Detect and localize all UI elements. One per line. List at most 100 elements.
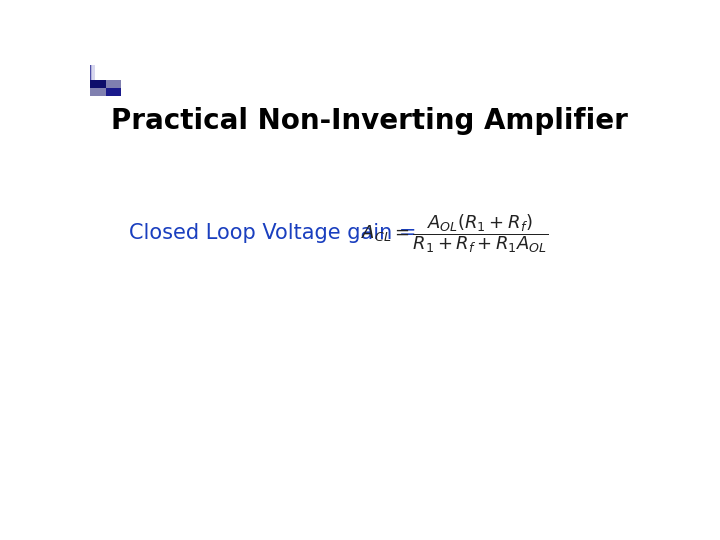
Bar (90, 65, 93, 96)
Bar (91, 65, 94, 96)
Bar (91, 65, 94, 96)
Bar (90, 65, 93, 96)
Bar (91, 65, 94, 96)
Bar (91, 65, 94, 96)
Bar (91, 65, 94, 96)
Bar (91, 65, 94, 96)
Bar (91, 65, 94, 96)
Bar (91, 65, 95, 96)
Bar (91, 65, 94, 96)
Bar (91, 65, 94, 96)
Bar (91, 65, 94, 96)
Bar (91, 65, 94, 96)
Bar (91, 65, 94, 96)
Bar (90, 65, 94, 96)
Bar (90, 65, 94, 96)
Bar (90, 65, 94, 96)
Bar (90, 65, 93, 96)
Bar (91, 65, 94, 96)
Bar (91, 65, 94, 96)
Bar (91, 65, 94, 96)
Bar (91, 65, 94, 96)
Bar (91, 65, 94, 96)
Bar (92, 65, 95, 96)
Bar (91, 65, 94, 96)
Bar (90, 65, 93, 96)
Bar (106, 80, 121, 88)
Bar (90, 65, 94, 96)
Bar (91, 65, 94, 96)
Bar (91, 65, 94, 96)
Bar (90, 65, 93, 96)
Bar (91, 65, 94, 96)
Bar (90, 65, 93, 96)
Bar (91, 65, 95, 96)
Bar (91, 65, 94, 96)
Bar (91, 65, 94, 96)
Bar (91, 65, 94, 96)
Bar (91, 65, 94, 96)
Bar (91, 65, 94, 96)
Bar (91, 65, 94, 96)
Bar (91, 65, 94, 96)
Bar (90, 65, 93, 96)
Bar (90, 88, 106, 96)
Bar (91, 65, 94, 96)
Bar (90, 65, 93, 96)
Bar (91, 65, 94, 96)
Bar (91, 65, 94, 96)
Bar (91, 65, 94, 96)
Bar (91, 65, 94, 96)
Bar (91, 65, 94, 96)
Bar (90, 65, 93, 96)
Bar (91, 65, 95, 96)
Bar (91, 65, 94, 96)
Bar (91, 65, 94, 96)
Bar (91, 65, 94, 96)
Bar (90, 65, 93, 96)
Bar (91, 65, 94, 96)
Bar (91, 65, 94, 96)
Bar (91, 65, 94, 96)
Bar (90, 65, 94, 96)
Bar (91, 65, 94, 96)
Bar (91, 65, 94, 96)
Bar (90, 65, 93, 96)
Bar (90, 80, 106, 88)
Bar (91, 65, 94, 96)
Bar (91, 65, 94, 96)
Bar (91, 65, 94, 96)
Bar (91, 65, 94, 96)
Bar (90, 65, 93, 96)
Bar (91, 65, 94, 96)
Bar (91, 65, 94, 96)
Bar (91, 65, 94, 96)
Bar (91, 65, 94, 96)
Bar (92, 65, 95, 96)
Bar (91, 65, 95, 96)
Text: Practical Non-Inverting Amplifier: Practical Non-Inverting Amplifier (111, 107, 627, 135)
Bar (91, 65, 94, 96)
Bar (91, 65, 94, 96)
Bar (91, 65, 94, 96)
Bar (90, 65, 94, 96)
Bar (91, 65, 94, 96)
Text: $A_{CL} = \dfrac{A_{OL}(R_1 + R_f)}{R_1 + R_f + R_1 A_{OL}}$: $A_{CL} = \dfrac{A_{OL}(R_1 + R_f)}{R_1 … (361, 212, 548, 254)
Bar (91, 65, 94, 96)
Bar (91, 65, 94, 96)
Bar (90, 65, 93, 96)
Bar (92, 65, 95, 96)
Bar (91, 65, 94, 96)
Bar (90, 65, 93, 96)
Bar (91, 65, 94, 96)
Bar (91, 65, 94, 96)
Bar (90, 65, 94, 96)
Bar (91, 65, 94, 96)
Bar (90, 65, 93, 96)
Bar (91, 65, 94, 96)
Bar (91, 65, 95, 96)
Bar (90, 65, 93, 96)
Bar (91, 65, 94, 96)
Bar (91, 65, 95, 96)
Bar (91, 65, 94, 96)
